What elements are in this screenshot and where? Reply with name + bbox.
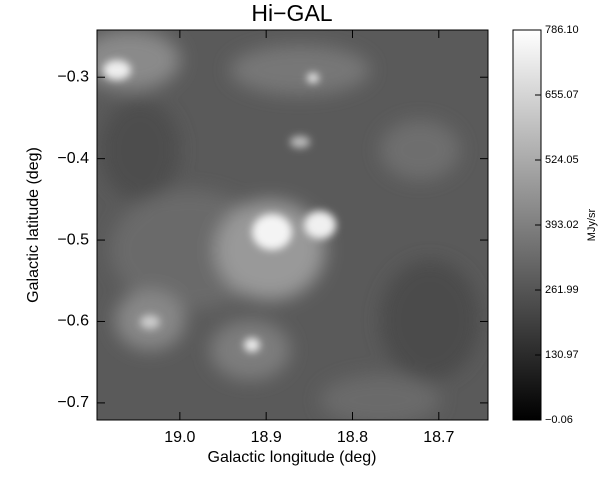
colorbar-tick-label: 130.97: [545, 349, 579, 361]
colorbar-tick-label: 524.05: [545, 154, 579, 166]
y-axis-label: Galactic latitude (deg): [25, 147, 42, 303]
chart-title: Hi−GAL: [251, 0, 332, 26]
sky-image: [97, 30, 488, 420]
y-tick-label: −0.7: [57, 394, 89, 411]
colorbar-label: MJy/sr: [586, 208, 598, 241]
colorbar-tick-label: 655.07: [545, 89, 579, 101]
colorbar-tick-label: 261.99: [545, 284, 579, 296]
colorbar-tick-label: −0.06: [545, 414, 573, 426]
y-tick-label: −0.4: [57, 150, 89, 167]
x-tick-label: 18.7: [423, 429, 454, 446]
y-tick-label: −0.3: [57, 68, 89, 85]
x-tick-label: 19.0: [164, 429, 195, 446]
colorbar-tick-label: 786.10: [545, 24, 579, 36]
x-axis-label: Galactic longitude (deg): [208, 449, 377, 466]
x-tick-label: 18.9: [251, 429, 282, 446]
colorbar-tick-label: 393.02: [545, 219, 579, 231]
plot-frame: [96, 29, 489, 421]
x-tick-label: 18.8: [337, 429, 368, 446]
y-tick-label: −0.5: [57, 231, 89, 248]
y-tick-label: −0.6: [57, 313, 89, 330]
